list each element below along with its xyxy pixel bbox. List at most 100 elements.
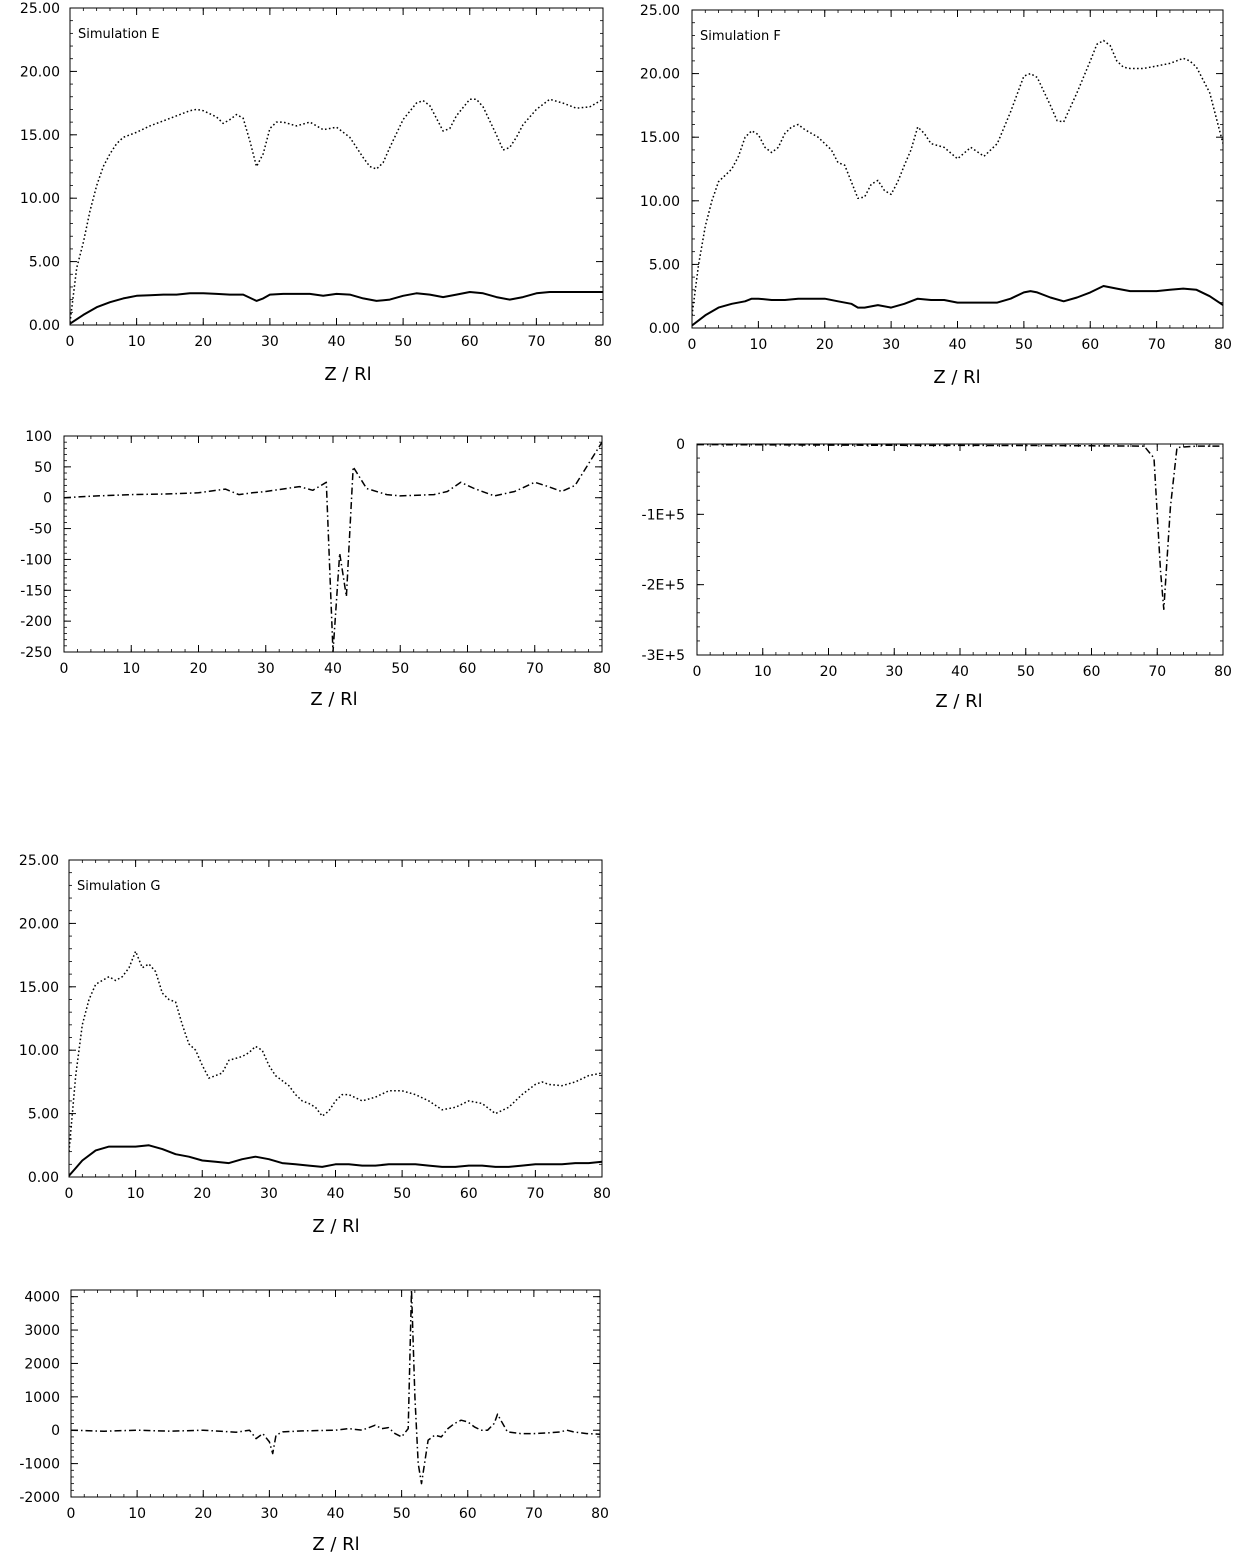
chart-simulation-e-top: 0 10 20 30 40 50 60 70 80 0.00 5.00 10.00 15.00 20.00… bbox=[20, 1, 612, 385]
x-tick-label: 20 bbox=[816, 337, 834, 353]
y-tick-label: 0.00 bbox=[28, 1170, 59, 1186]
chart-simulation-g-bottom: 0 10 20 30 40 50 60 70 80 -2000 -1000 0 1000 2000 3000… bbox=[19, 1289, 609, 1553]
x-tick-label: 40 bbox=[324, 661, 342, 677]
x-tick-label: 0 bbox=[60, 661, 69, 677]
x-tick-label: 20 bbox=[193, 1186, 211, 1202]
x-tick-label: 50 bbox=[1017, 664, 1035, 680]
x-tick-label: 70 bbox=[1148, 664, 1166, 680]
x-tick-label: 80 bbox=[594, 334, 612, 350]
y-tick-label: 50 bbox=[34, 460, 52, 476]
x-tick-label: 10 bbox=[122, 661, 140, 677]
y-tick-label: -150 bbox=[20, 583, 52, 599]
x-tick-label: 60 bbox=[460, 1186, 478, 1202]
x-axis-label: Z / Rl bbox=[312, 1534, 359, 1553]
y-tick-label: 25.00 bbox=[640, 3, 680, 19]
x-tick-label: 50 bbox=[394, 334, 412, 350]
x-tick-label: 20 bbox=[194, 334, 212, 350]
series-line-dotted bbox=[69, 950, 602, 1152]
x-tick-label: 30 bbox=[885, 664, 903, 680]
y-tick-label: -3E+5 bbox=[642, 648, 685, 664]
x-tick-label: 40 bbox=[327, 1186, 345, 1202]
y-tick-label: -1E+5 bbox=[642, 507, 685, 523]
y-tick-label: -1000 bbox=[19, 1457, 60, 1473]
y-tick-label: 25.00 bbox=[19, 853, 59, 869]
series-line-solid bbox=[70, 291, 603, 325]
y-tick-label: 0 bbox=[43, 491, 52, 507]
x-axis-label: Z / Rl bbox=[933, 367, 980, 388]
y-tick-label: 1000 bbox=[24, 1390, 60, 1406]
y-tick-label: -250 bbox=[20, 645, 52, 661]
y-tick-label: 0 bbox=[51, 1423, 60, 1439]
x-tick-label: 60 bbox=[1083, 664, 1101, 680]
x-tick-label: 50 bbox=[391, 661, 409, 677]
y-tick-label: 100 bbox=[25, 429, 52, 445]
x-axis-label: Z / Rl bbox=[312, 1216, 359, 1237]
x-tick-label: 80 bbox=[593, 661, 611, 677]
y-tick-label: 10.00 bbox=[19, 1043, 59, 1059]
y-tick-label: -200 bbox=[20, 614, 52, 630]
x-tick-label: 80 bbox=[1214, 664, 1232, 680]
x-tick-label: 20 bbox=[194, 1506, 212, 1522]
y-tick-label: 20.00 bbox=[20, 64, 60, 80]
chart-simulation-f-bottom: 0 10 20 30 40 50 60 70 80 -3E+5 -2E+5 -1E+5 0 Z / Rl bbox=[642, 437, 1232, 712]
x-tick-label: 30 bbox=[260, 1186, 278, 1202]
chart-simulation-g-top: 0 10 20 30 40 50 60 70 80 0.00 5.00 10.00 15.00 20.00… bbox=[19, 853, 611, 1237]
series-line-dashdot bbox=[64, 441, 602, 652]
x-tick-label: 50 bbox=[393, 1506, 411, 1522]
x-tick-label: 40 bbox=[327, 1506, 345, 1522]
x-tick-label: 30 bbox=[882, 337, 900, 353]
y-tick-label: 2000 bbox=[24, 1356, 60, 1372]
x-tick-label: 0 bbox=[688, 337, 697, 353]
x-tick-label: 30 bbox=[261, 334, 279, 350]
y-tick-label: 25.00 bbox=[20, 1, 60, 17]
x-tick-label: 80 bbox=[593, 1186, 611, 1202]
y-tick-label: 4000 bbox=[24, 1290, 60, 1306]
chart-simulation-e-bottom: 0 10 20 30 40 50 60 70 80 -250 -200 -150 -100 -50 0 50 1… bbox=[20, 429, 611, 710]
x-tick-label: 20 bbox=[190, 661, 208, 677]
x-tick-label: 10 bbox=[754, 664, 772, 680]
x-axis-label: Z / Rl bbox=[324, 364, 371, 385]
y-tick-label: -2E+5 bbox=[642, 578, 685, 594]
x-tick-label: 70 bbox=[526, 1186, 544, 1202]
series-line-dotted bbox=[692, 39, 1223, 316]
x-tick-label: 0 bbox=[67, 1506, 76, 1522]
x-axis-label: Z / Rl bbox=[310, 689, 357, 710]
x-tick-label: 10 bbox=[127, 1186, 145, 1202]
x-tick-label: 60 bbox=[459, 1506, 477, 1522]
series-line-dashdot bbox=[697, 444, 1223, 611]
series-line-solid bbox=[69, 1144, 602, 1177]
x-tick-label: 70 bbox=[1148, 337, 1166, 353]
x-tick-label: 80 bbox=[591, 1506, 609, 1522]
x-axis-label: Z / Rl bbox=[935, 691, 982, 712]
y-tick-label: 10.00 bbox=[640, 194, 680, 210]
y-tick-label: 0.00 bbox=[29, 318, 60, 334]
x-tick-label: 60 bbox=[461, 334, 479, 350]
y-tick-label: 15.00 bbox=[20, 128, 60, 144]
plot-frame bbox=[68, 859, 603, 1178]
y-tick-label: 5.00 bbox=[29, 255, 60, 271]
x-tick-label: 40 bbox=[951, 664, 969, 680]
x-tick-label: 60 bbox=[1081, 337, 1099, 353]
x-tick-label: 60 bbox=[459, 661, 477, 677]
x-tick-label: 20 bbox=[820, 664, 838, 680]
series-line-solid bbox=[692, 285, 1223, 327]
x-tick-label: 70 bbox=[525, 1506, 543, 1522]
x-tick-label: 40 bbox=[328, 334, 346, 350]
x-tick-label: 0 bbox=[693, 664, 702, 680]
x-tick-label: 10 bbox=[128, 1506, 146, 1522]
x-tick-label: 10 bbox=[128, 334, 146, 350]
y-tick-label: 5.00 bbox=[28, 1107, 59, 1123]
x-tick-label: 0 bbox=[66, 334, 75, 350]
y-tick-label: -50 bbox=[29, 522, 52, 538]
y-tick-label: 3000 bbox=[24, 1323, 60, 1339]
y-tick-label: 5.00 bbox=[649, 257, 680, 273]
y-tick-label: 15.00 bbox=[19, 980, 59, 996]
x-tick-label: 0 bbox=[65, 1186, 74, 1202]
x-tick-label: 30 bbox=[257, 661, 275, 677]
plot-frame bbox=[63, 435, 603, 653]
y-tick-label: 10.00 bbox=[20, 191, 60, 207]
series-line-dashdot bbox=[71, 1290, 600, 1485]
x-tick-label: 10 bbox=[749, 337, 767, 353]
y-tick-label: 15.00 bbox=[640, 130, 680, 146]
